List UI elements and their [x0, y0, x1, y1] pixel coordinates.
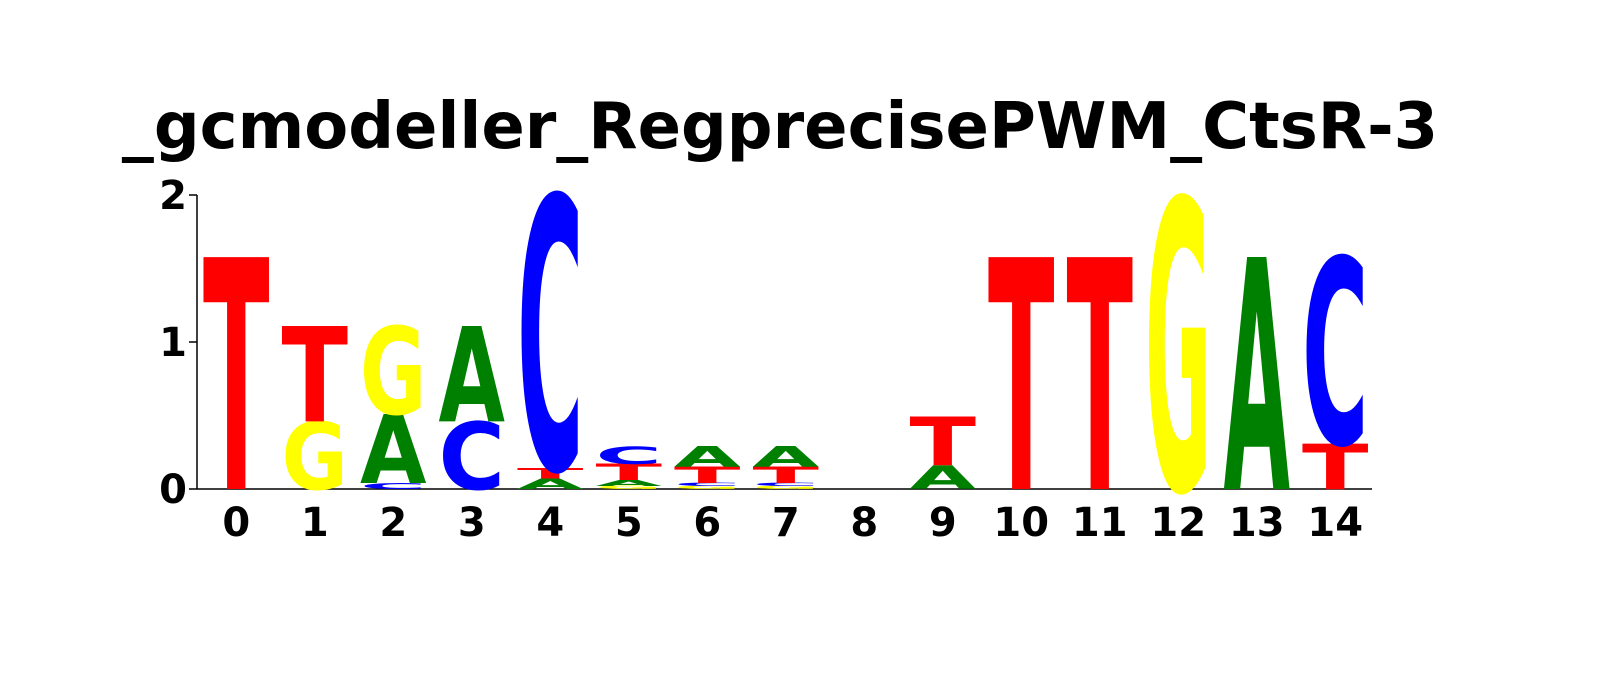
x-tick-label: 3: [458, 500, 486, 546]
y-tick-label: 1: [159, 320, 187, 366]
logo-letter-C: C: [517, 122, 584, 558]
logo-letter-C: C: [674, 482, 740, 487]
logo-stack-position-3: CA: [439, 301, 506, 511]
x-tick-label: 9: [929, 500, 957, 546]
logo-letter-T: T: [1302, 432, 1369, 504]
x-tick-label: 10: [993, 500, 1049, 546]
logo-stack-position-0: T: [203, 196, 269, 565]
logo-letter-C: C: [1302, 207, 1368, 504]
x-tick-label: 12: [1150, 500, 1206, 546]
logo-stack-position-10: T: [988, 196, 1054, 565]
logo-letter-T: T: [282, 301, 349, 453]
x-tick-label: 0: [222, 500, 250, 546]
logo-letter-G: G: [674, 485, 740, 490]
chart-title: _gcmodeller_RegprecisePWM_CtsR-3: [122, 90, 1438, 164]
x-tick-label: 2: [379, 500, 407, 546]
x-tick-label: 11: [1072, 500, 1128, 546]
x-tick-label: 4: [536, 500, 564, 546]
logo-stack-position-14: TC: [1302, 207, 1369, 504]
logo-letter-G: G: [753, 485, 819, 490]
logo-stack-position-4: ATC: [517, 122, 584, 558]
x-axis: 0 1 2 3 4 5 6 7 8 9 10 11 12 13 14: [197, 488, 1372, 546]
y-axis: 0 1 2: [159, 173, 198, 513]
logo-letter-A: A: [674, 441, 741, 474]
logo-letter-A: A: [910, 460, 976, 497]
logo-letter-T: T: [753, 462, 819, 488]
logo-letter-A: A: [439, 301, 506, 454]
logo-letter-T: T: [517, 466, 584, 482]
logo-stack-position-9: AT: [910, 404, 977, 497]
y-tick-label: 2: [159, 173, 187, 219]
logo-letter-T: T: [596, 459, 662, 485]
x-tick-label: 13: [1229, 500, 1285, 546]
logo-letter-T: T: [1067, 196, 1133, 565]
logo-letter-T: T: [988, 196, 1054, 565]
logo-letter-G: G: [596, 485, 662, 490]
x-tick-label: 6: [693, 500, 721, 546]
logo-letter-T: T: [910, 404, 977, 481]
logo-stack-position-12: G: [1145, 119, 1211, 583]
x-tick-label: 1: [301, 500, 329, 546]
logo-letter-C: C: [753, 482, 819, 487]
logo-stack-position-11: T: [1067, 196, 1133, 565]
logo-letter-C: C: [596, 441, 662, 469]
logo-stack-position-2: CAG: [360, 304, 427, 507]
logo-letter-G: G: [1145, 119, 1211, 583]
x-tick-label: 14: [1307, 500, 1363, 546]
logo-letter-A: A: [753, 441, 820, 474]
logo-letter-T: T: [674, 462, 740, 488]
logo-letter-A: A: [360, 396, 427, 506]
logo-letter-T: T: [203, 196, 269, 565]
logo-letter-G: G: [282, 403, 348, 512]
x-tick-label: 5: [615, 500, 643, 546]
logo-letter-C: C: [360, 482, 426, 491]
logo-stack-position-13: A: [1224, 194, 1290, 564]
y-tick-label: 0: [159, 467, 187, 513]
logo-stack-position-1: GT: [282, 301, 349, 511]
logo-letter-A: A: [1224, 194, 1290, 564]
logo-letter-C: C: [439, 403, 505, 511]
x-tick-label: 8: [850, 500, 878, 546]
logo-letter-A: A: [596, 479, 662, 488]
logo-letter-A: A: [517, 476, 584, 492]
x-tick-label: 7: [772, 500, 800, 546]
logo-letter-G: G: [360, 304, 426, 444]
